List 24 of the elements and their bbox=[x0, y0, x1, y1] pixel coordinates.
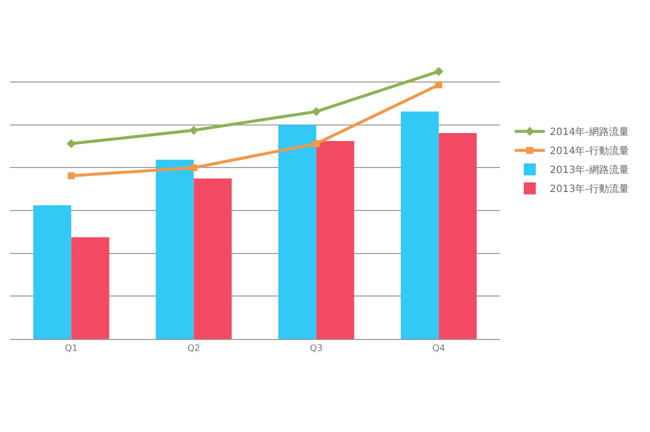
point bbox=[434, 66, 444, 76]
point bbox=[190, 164, 198, 172]
bar bbox=[316, 140, 354, 339]
bar bbox=[278, 124, 316, 339]
point bbox=[312, 107, 321, 116]
legend-label: 2014年-網路流量 bbox=[550, 126, 629, 138]
x-tick-label: Q2 bbox=[187, 344, 200, 354]
legend-label: 2013年-行動流量 bbox=[550, 183, 629, 196]
point bbox=[66, 139, 76, 148]
bar bbox=[438, 132, 477, 339]
point bbox=[312, 140, 320, 148]
legend-label: 2014年-行動流量 bbox=[550, 145, 629, 158]
bar bbox=[156, 160, 194, 339]
point bbox=[189, 126, 198, 135]
x-tick-label: Q4 bbox=[432, 344, 446, 354]
point bbox=[435, 81, 442, 88]
legend-label: 2013年-網路流量 bbox=[550, 164, 629, 176]
bar bbox=[71, 237, 110, 339]
point bbox=[68, 172, 75, 180]
bar bbox=[33, 205, 72, 339]
bar bbox=[194, 178, 232, 339]
bar bbox=[400, 112, 439, 339]
x-tick-label: Q3 bbox=[310, 344, 323, 354]
x-tick-label: Q1 bbox=[64, 344, 78, 354]
